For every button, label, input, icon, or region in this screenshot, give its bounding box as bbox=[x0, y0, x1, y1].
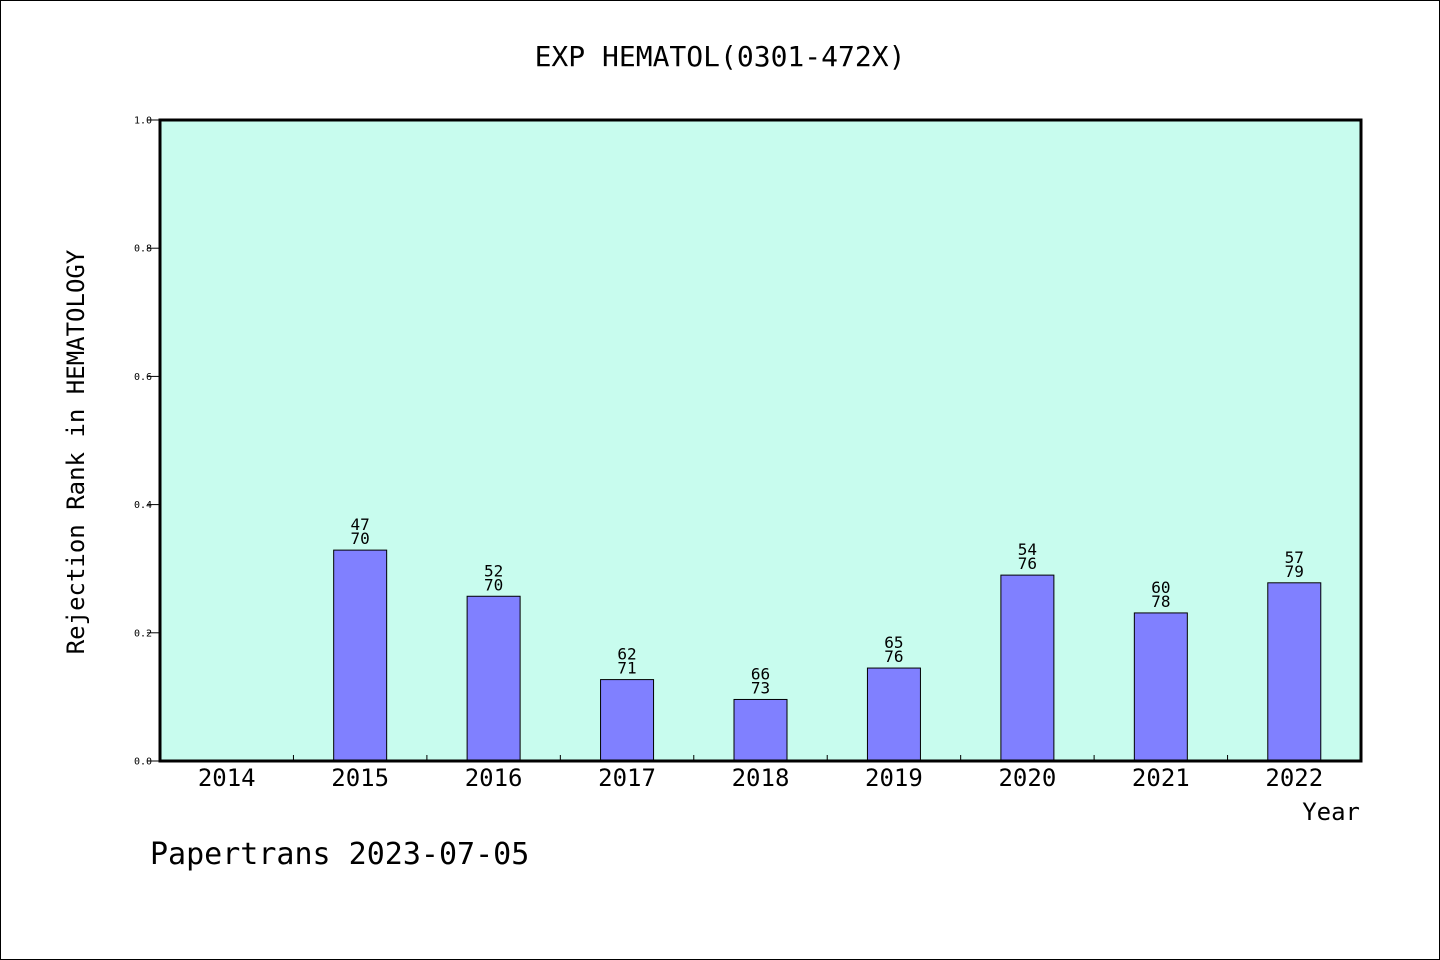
x-tick-label: 2014 bbox=[198, 764, 256, 792]
bar bbox=[1000, 574, 1055, 762]
y-tick-label: 0.8 bbox=[134, 244, 152, 255]
bar-label-top: 65 bbox=[884, 633, 903, 652]
bar-label-bottom: 71 bbox=[617, 659, 636, 678]
bar-label-top: 66 bbox=[751, 664, 770, 683]
bar bbox=[733, 698, 788, 762]
bar bbox=[1267, 582, 1322, 762]
y-tick-label: 0.0 bbox=[134, 757, 152, 768]
y-axis-ticks: 0.0 0.2 0.4 0.6 0.8 1.0 bbox=[134, 116, 159, 768]
plot-border bbox=[158, 118, 1363, 763]
x-tick-label: 2019 bbox=[865, 764, 923, 792]
bar-label-top: 47 bbox=[351, 515, 370, 534]
bar-label-top: 52 bbox=[484, 561, 503, 580]
x-axis-label: Year bbox=[1302, 798, 1360, 826]
x-tick-label: 2017 bbox=[598, 764, 656, 792]
y-tick-label: 0.4 bbox=[134, 500, 152, 511]
bar-label-bottom: 79 bbox=[1285, 562, 1304, 581]
bar-label-top: 62 bbox=[617, 645, 636, 664]
bar-label-bottom: 70 bbox=[351, 529, 370, 548]
bar-label-top: 54 bbox=[1018, 540, 1037, 559]
bar bbox=[600, 679, 655, 762]
x-tick-label: 2022 bbox=[1265, 764, 1323, 792]
bar-label-bottom: 76 bbox=[884, 647, 903, 666]
x-tick-label: 2015 bbox=[331, 764, 389, 792]
bar-label-bottom: 76 bbox=[1018, 554, 1037, 573]
footer-text: Papertrans 2023-07-05 bbox=[150, 837, 529, 872]
x-tick-label: 2021 bbox=[1132, 764, 1190, 792]
bar-label-top: 60 bbox=[1151, 578, 1170, 597]
bar-label-top: 57 bbox=[1285, 548, 1304, 567]
bar bbox=[333, 549, 388, 762]
bar bbox=[1133, 612, 1188, 762]
x-tick-label: 2016 bbox=[465, 764, 523, 792]
y-tick-label: 0.2 bbox=[134, 628, 152, 639]
bar bbox=[866, 667, 921, 762]
y-tick-label: 1.0 bbox=[134, 116, 152, 127]
bar bbox=[466, 595, 521, 762]
y-axis-label: Rejection Rank in HEMATOLOGY bbox=[62, 249, 90, 654]
chart-title: EXP HEMATOL(0301-472X) bbox=[535, 40, 906, 73]
bar-label-bottom: 70 bbox=[484, 575, 503, 594]
x-axis-ticks: 2014 2015 2016 2017 2018 2019 2020 2021 2022 bbox=[198, 755, 1323, 792]
x-tick-label: 2018 bbox=[732, 764, 790, 792]
bar-label-bottom: 73 bbox=[751, 678, 770, 697]
y-tick-label: 0.6 bbox=[134, 372, 152, 383]
x-tick-label: 2020 bbox=[998, 764, 1056, 792]
bar-label-bottom: 78 bbox=[1151, 592, 1170, 611]
